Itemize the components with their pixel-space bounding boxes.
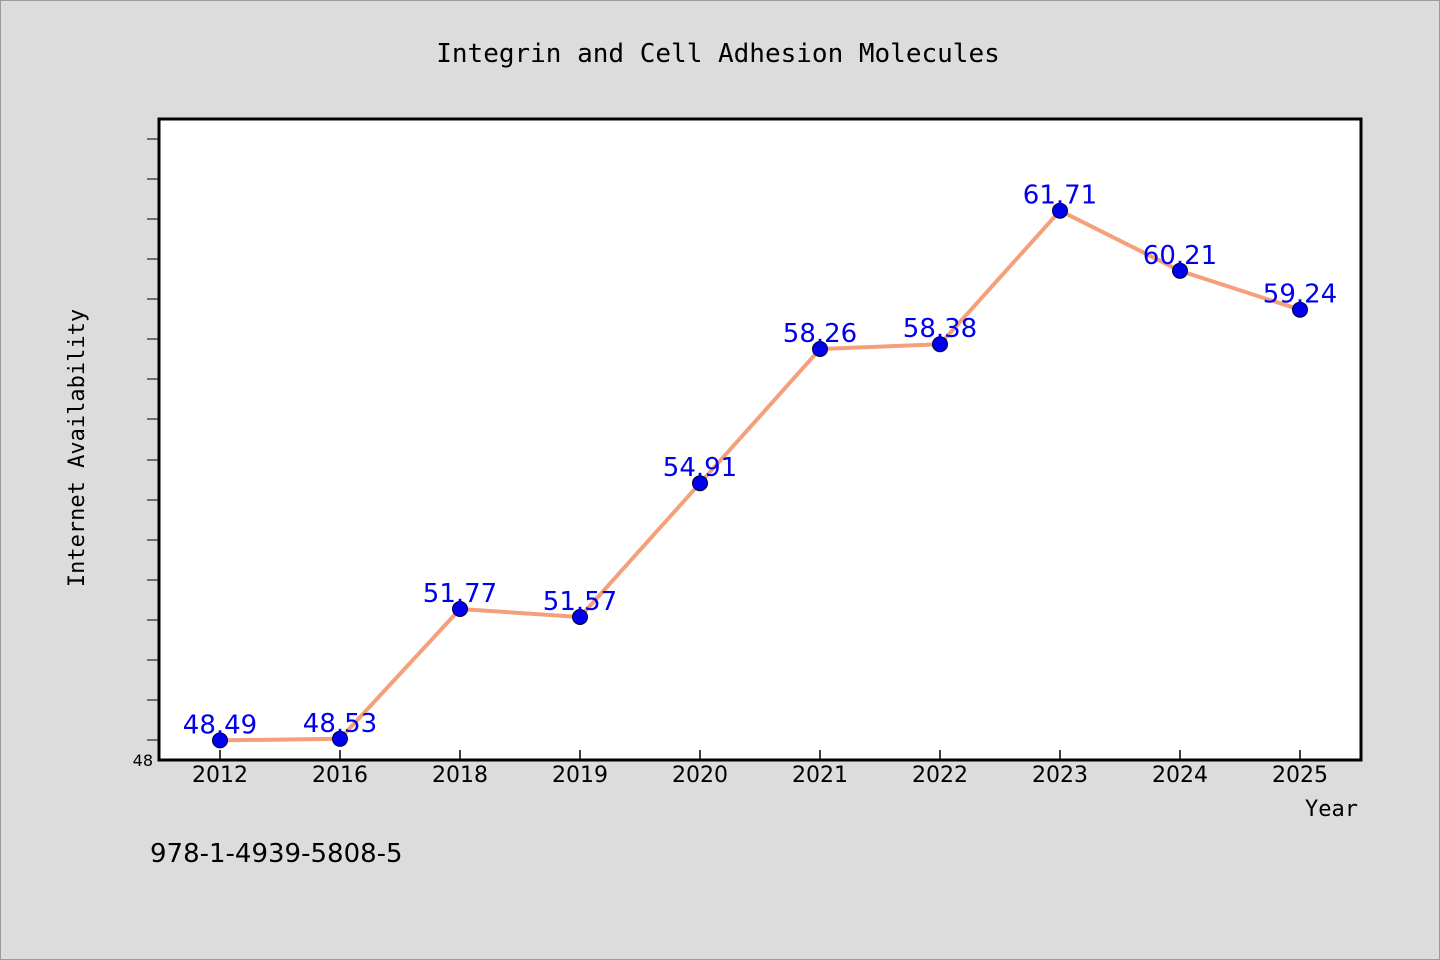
data-label: 58.26: [783, 319, 857, 349]
data-point: [692, 475, 708, 492]
data-label: 61.71: [1023, 181, 1097, 211]
x-tick-label: 2019: [552, 763, 608, 788]
data-label: 48.53: [303, 709, 377, 739]
x-tick-label: 2012: [192, 763, 248, 788]
data-label: 51.77: [423, 579, 497, 609]
x-tick-label: 2016: [312, 763, 368, 788]
data-label: 58.38: [903, 314, 977, 344]
data-label: 48.49: [183, 710, 257, 740]
x-tick-label: 2024: [1152, 763, 1208, 788]
series-layer: 48.49 48.53 51.77 51.57 54.91 58.26 58.38 61.71…: [183, 181, 1337, 749]
x-tick-label: 2025: [1272, 763, 1328, 788]
data-label: 60.21: [1143, 241, 1217, 271]
footer-isbn: 978-1-4939-5808-5: [150, 839, 403, 869]
data-label: 54.91: [663, 453, 737, 483]
series-line: [218, 208, 1302, 743]
data-point: [812, 341, 828, 357]
x-tick-label: 2018: [432, 763, 488, 788]
data-point: [572, 609, 588, 625]
y-axis-ticks: 48: [133, 138, 159, 770]
data-point: [1172, 262, 1188, 279]
y-tick-label: 48: [133, 751, 153, 770]
y-axis-label: Internet Availability: [65, 309, 90, 587]
x-axis-ticks: 2012 2016 2018 2019 2020 2021 2022 2023 2024 2025: [192, 750, 1328, 788]
data-point: [1052, 202, 1068, 219]
data-label: 59.24: [1263, 280, 1337, 310]
data-point: [932, 336, 948, 353]
x-tick-label: 2023: [1032, 763, 1088, 788]
data-point: [452, 601, 468, 617]
data-label: 51.57: [543, 587, 617, 617]
x-tick-label: 2020: [672, 763, 728, 788]
plot-area: [157, 117, 1363, 762]
x-tick-label: 2022: [912, 763, 968, 788]
x-axis-label: Year: [1305, 797, 1358, 822]
data-point: [212, 732, 228, 749]
x-tick-label: 2021: [792, 763, 848, 788]
data-point: [332, 730, 348, 747]
chart-title: Integrin and Cell Adhesion Molecules: [436, 39, 1000, 69]
data-point: [1292, 301, 1308, 318]
